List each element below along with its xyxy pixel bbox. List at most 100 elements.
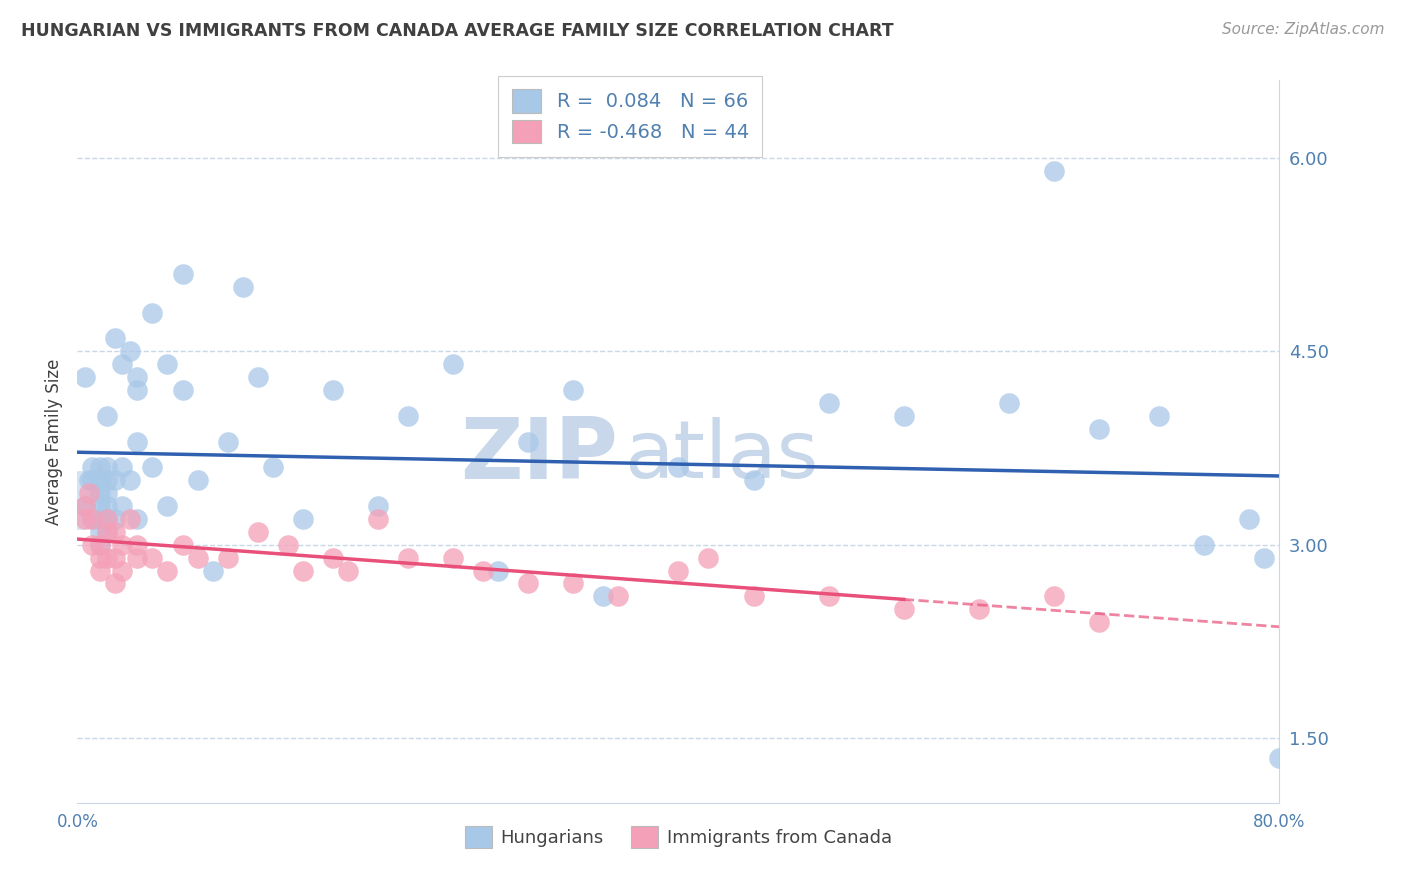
Point — [396, 550, 419, 565]
Point — [69, 492, 91, 507]
Point — [172, 383, 194, 397]
Point — [742, 473, 765, 487]
Point — [277, 538, 299, 552]
Point — [232, 279, 254, 293]
Point — [96, 409, 118, 423]
Point — [217, 550, 239, 565]
Point — [322, 550, 344, 565]
Point — [89, 473, 111, 487]
Point — [118, 473, 141, 487]
Point — [141, 460, 163, 475]
Point — [396, 409, 419, 423]
Point — [82, 512, 104, 526]
Point — [291, 564, 314, 578]
Point — [472, 564, 495, 578]
Point — [367, 512, 389, 526]
Text: ZIP: ZIP — [461, 415, 619, 498]
Point — [96, 499, 118, 513]
Point — [156, 357, 179, 371]
Point — [104, 524, 127, 539]
Point — [89, 550, 111, 565]
Point — [172, 267, 194, 281]
Point — [1253, 550, 1275, 565]
Point — [201, 564, 224, 578]
Point — [607, 590, 630, 604]
Point — [441, 550, 464, 565]
Point — [668, 460, 690, 475]
Point — [79, 473, 101, 487]
Text: Source: ZipAtlas.com: Source: ZipAtlas.com — [1222, 22, 1385, 37]
Point — [668, 564, 690, 578]
Point — [1043, 163, 1066, 178]
Point — [82, 473, 104, 487]
Point — [82, 460, 104, 475]
Point — [1268, 750, 1291, 764]
Point — [118, 344, 141, 359]
Y-axis label: Average Family Size: Average Family Size — [45, 359, 63, 524]
Point — [967, 602, 990, 616]
Point — [172, 538, 194, 552]
Point — [89, 499, 111, 513]
Point — [186, 550, 209, 565]
Text: HUNGARIAN VS IMMIGRANTS FROM CANADA AVERAGE FAMILY SIZE CORRELATION CHART: HUNGARIAN VS IMMIGRANTS FROM CANADA AVER… — [21, 22, 894, 40]
Point — [73, 499, 96, 513]
Point — [141, 305, 163, 319]
Point — [96, 473, 118, 487]
Point — [104, 512, 127, 526]
Point — [893, 602, 915, 616]
Point — [156, 499, 179, 513]
Point — [322, 383, 344, 397]
Point — [89, 473, 111, 487]
Point — [1239, 512, 1261, 526]
Point — [127, 538, 149, 552]
Point — [96, 512, 118, 526]
Point — [89, 512, 111, 526]
Point — [104, 473, 127, 487]
Legend: Hungarians, Immigrants from Canada: Hungarians, Immigrants from Canada — [457, 819, 900, 855]
Point — [127, 370, 149, 384]
Point — [141, 550, 163, 565]
Point — [73, 512, 96, 526]
Point — [1088, 615, 1111, 630]
Point — [82, 512, 104, 526]
Point — [817, 590, 839, 604]
Point — [111, 499, 134, 513]
Point — [246, 370, 269, 384]
Point — [998, 396, 1021, 410]
Point — [291, 512, 314, 526]
Point — [367, 499, 389, 513]
Point — [246, 524, 269, 539]
Point — [486, 564, 509, 578]
Point — [1043, 590, 1066, 604]
Point — [817, 396, 839, 410]
Point — [104, 550, 127, 565]
Point — [89, 538, 111, 552]
Point — [217, 434, 239, 449]
Point — [111, 460, 134, 475]
Point — [1149, 409, 1171, 423]
Point — [562, 383, 585, 397]
Point — [73, 370, 96, 384]
Point — [96, 486, 118, 500]
Point — [517, 576, 540, 591]
Point — [1088, 422, 1111, 436]
Point — [89, 460, 111, 475]
Point — [111, 357, 134, 371]
Point — [89, 524, 111, 539]
Point — [127, 434, 149, 449]
Point — [517, 434, 540, 449]
Point — [96, 550, 118, 565]
Point — [104, 576, 127, 591]
Point — [96, 512, 118, 526]
Point — [96, 524, 118, 539]
Point — [89, 486, 111, 500]
Point — [742, 590, 765, 604]
Point — [336, 564, 359, 578]
Point — [96, 524, 118, 539]
Point — [697, 550, 720, 565]
Point — [79, 486, 101, 500]
Point — [127, 512, 149, 526]
Point — [111, 564, 134, 578]
Point — [118, 512, 141, 526]
Point — [441, 357, 464, 371]
